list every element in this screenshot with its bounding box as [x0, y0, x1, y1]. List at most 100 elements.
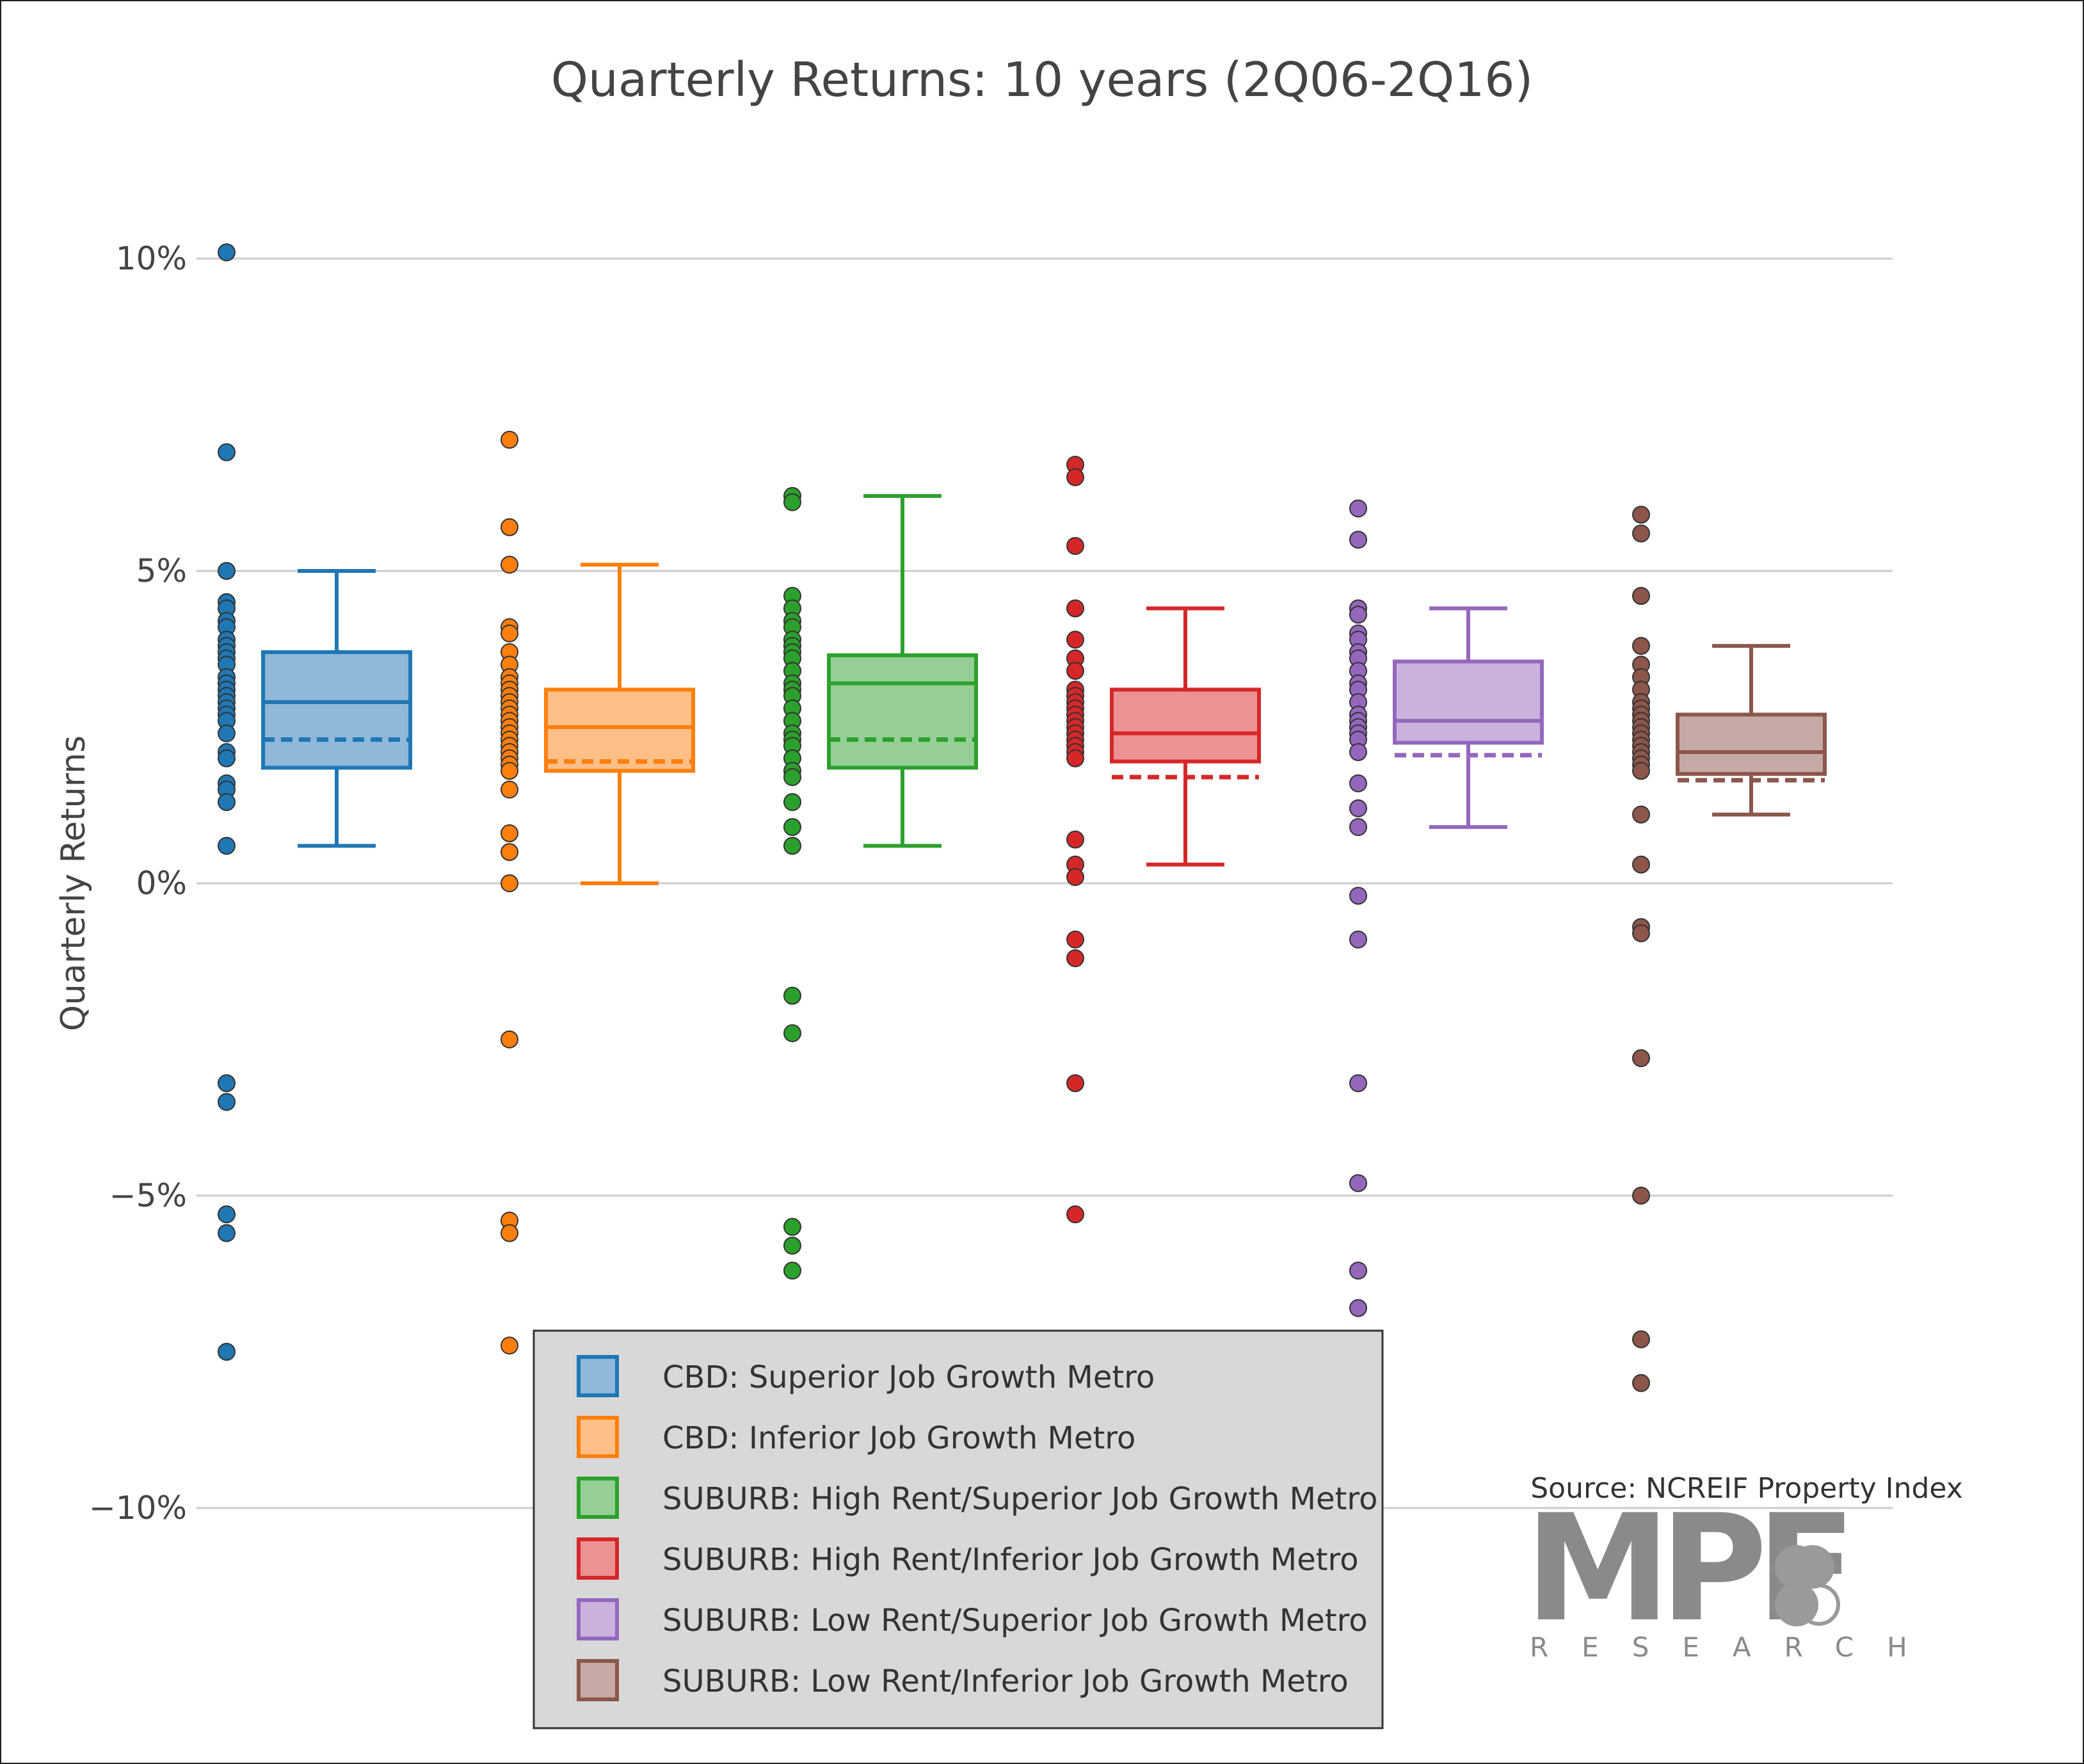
- logo-subtext: RESEARCH: [1530, 1632, 1941, 1663]
- data-point: [1632, 762, 1650, 780]
- data-point: [218, 1205, 236, 1224]
- data-point: [1066, 830, 1084, 849]
- data-point: [501, 518, 518, 536]
- legend-label: SUBURB: Low Rent/Superior Job Growth Met…: [662, 1603, 1368, 1639]
- points-series-3: [783, 486, 801, 1280]
- legend-items: CBD: Superior Job Growth Metro CBD: Infer…: [577, 1355, 1377, 1701]
- data-point: [1632, 1049, 1650, 1068]
- mpf-research-logo: MPF RESEARCH: [1525, 1484, 1941, 1663]
- data-point: [218, 1093, 236, 1111]
- data-point: [783, 818, 801, 837]
- data-point: [1349, 818, 1367, 837]
- legend-swatch: [577, 1355, 619, 1397]
- data-point: [1066, 749, 1084, 767]
- data-point: [1349, 930, 1367, 949]
- data-point: [783, 1237, 801, 1255]
- data-point: [501, 762, 518, 780]
- legend-background: [533, 1329, 1384, 1729]
- data-point: [1066, 868, 1084, 886]
- box-series-3: [827, 493, 978, 848]
- data-point: [1632, 524, 1650, 543]
- data-point: [218, 1343, 236, 1361]
- points-series-5: [1349, 499, 1367, 1317]
- data-point: [1632, 855, 1650, 874]
- y-axis-ticks: 10% 5% 0% −5% −10%: [89, 240, 187, 1527]
- data-point: [783, 1217, 801, 1236]
- legend-label: SUBURB: High Rent/Superior Job Growth Me…: [662, 1481, 1377, 1517]
- points-series-6: [1632, 506, 1650, 1392]
- data-point: [501, 431, 518, 449]
- box-series-4: [1110, 606, 1261, 867]
- data-point: [1349, 605, 1367, 624]
- y-tick-label: −5%: [109, 1177, 187, 1214]
- legend: CBD: Superior Job Growth Metro CBD: Infer…: [533, 1329, 1384, 1729]
- data-point: [501, 556, 518, 574]
- box-series-2: [544, 563, 695, 885]
- data-point: [1349, 886, 1367, 905]
- data-point: [783, 793, 801, 812]
- data-point: [501, 1030, 518, 1048]
- logo-dot: [1798, 1584, 1840, 1626]
- logo-dot: [1791, 1545, 1834, 1589]
- box-series-6: [1676, 644, 1827, 817]
- points-series-2: [501, 431, 518, 1355]
- data-point: [1632, 1374, 1650, 1392]
- boxes: [261, 493, 1827, 885]
- data-point: [1349, 1299, 1367, 1317]
- legend-swatch: [577, 1416, 619, 1458]
- y-tick-label: 0%: [136, 865, 187, 902]
- data-point: [501, 1336, 518, 1355]
- data-point: [501, 780, 518, 799]
- data-point: [1349, 499, 1367, 518]
- data-point: [1349, 743, 1367, 762]
- data-point: [783, 837, 801, 855]
- legend-swatch: [577, 1659, 619, 1701]
- iqr-box: [1676, 712, 1827, 776]
- legend-label: CBD: Superior Job Growth Metro: [662, 1359, 1155, 1395]
- y-axis-label: Quarterly Returns: [54, 735, 93, 1031]
- data-point: [501, 824, 518, 842]
- y-tick-label: −10%: [89, 1489, 187, 1527]
- data-point: [1632, 587, 1650, 605]
- data-point: [218, 1224, 236, 1242]
- data-point: [1632, 805, 1650, 824]
- source-note: Source: NCREIF Property Index: [1530, 1472, 1963, 1505]
- chart-title: Quarterly Returns: 10 years (2Q06-2Q16): [551, 52, 1534, 108]
- data-point: [218, 243, 236, 262]
- data-point: [1349, 1262, 1367, 1280]
- data-point: [1066, 599, 1084, 618]
- data-point: [1349, 1174, 1367, 1192]
- data-point: [501, 874, 518, 892]
- iqr-box: [1393, 659, 1544, 745]
- data-point: [1066, 536, 1084, 555]
- y-tick-label: 5%: [136, 552, 187, 589]
- data-point: [1349, 799, 1367, 817]
- data-point: [783, 1024, 801, 1043]
- data-point: [1349, 531, 1367, 549]
- data-point: [501, 843, 518, 862]
- gridlines: [196, 257, 1893, 1509]
- legend-label: SUBURB: High Rent/Inferior Job Growth Me…: [662, 1542, 1359, 1578]
- data-point: [1066, 1205, 1084, 1224]
- points-series-4: [1066, 456, 1084, 1224]
- legend-label: CBD: Inferior Job Growth Metro: [662, 1420, 1135, 1456]
- data-point: [1066, 630, 1084, 649]
- data-point: [1066, 1074, 1084, 1093]
- data-point: [1066, 468, 1084, 486]
- data-point: [218, 724, 236, 742]
- box-series-1: [261, 569, 412, 848]
- data-point: [1632, 924, 1650, 943]
- data-point: [783, 493, 801, 511]
- data-point: [783, 1262, 801, 1280]
- data-point: [783, 768, 801, 787]
- logo-dot: [1775, 1583, 1818, 1626]
- data-point: [1066, 930, 1084, 949]
- legend-swatch: [577, 1537, 619, 1580]
- data-point: [783, 986, 801, 1005]
- legend-swatch: [577, 1477, 619, 1519]
- iqr-box: [544, 687, 695, 773]
- legend-label: SUBURB: Low Rent/Inferior Job Growth Met…: [662, 1664, 1349, 1699]
- data-point: [1632, 1187, 1650, 1205]
- iqr-box: [261, 650, 412, 770]
